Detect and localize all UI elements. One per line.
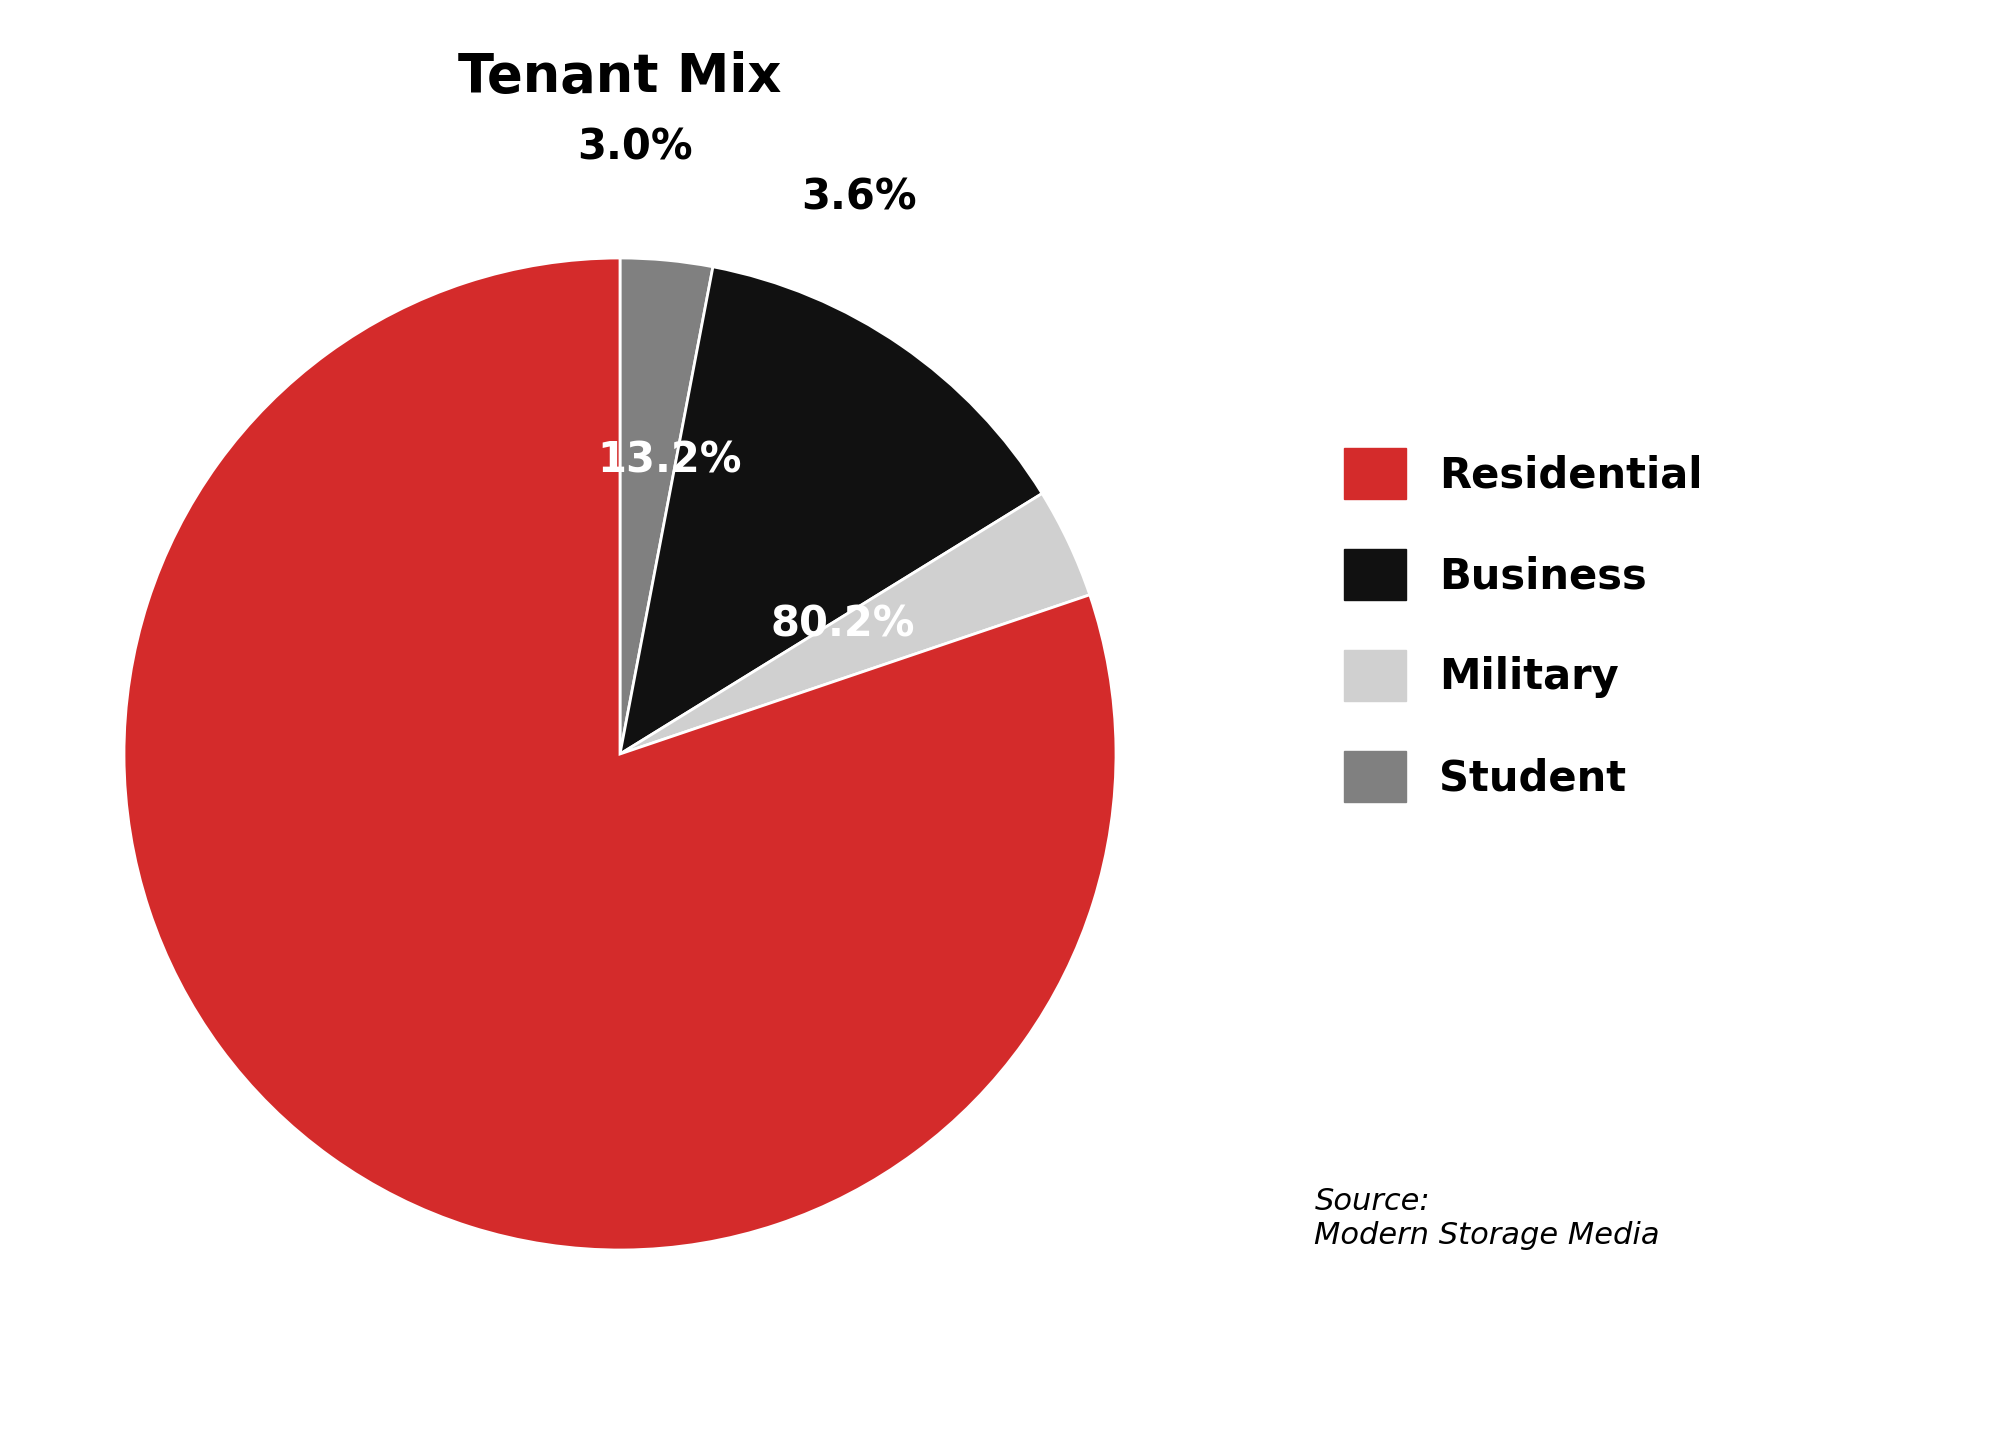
Wedge shape [124,258,1116,1250]
Wedge shape [620,493,1090,754]
Text: 13.2%: 13.2% [598,439,742,481]
Legend: Residential, Business, Military, Student: Residential, Business, Military, Student [1322,428,1724,822]
Text: 3.0%: 3.0% [578,128,694,168]
Text: Source:
Modern Storage Media: Source: Modern Storage Media [1314,1188,1660,1250]
Wedge shape [620,267,1042,754]
Text: 80.2%: 80.2% [770,603,916,645]
Wedge shape [620,258,712,754]
Text: 3.6%: 3.6% [800,177,916,219]
Title: Tenant Mix: Tenant Mix [458,51,782,103]
